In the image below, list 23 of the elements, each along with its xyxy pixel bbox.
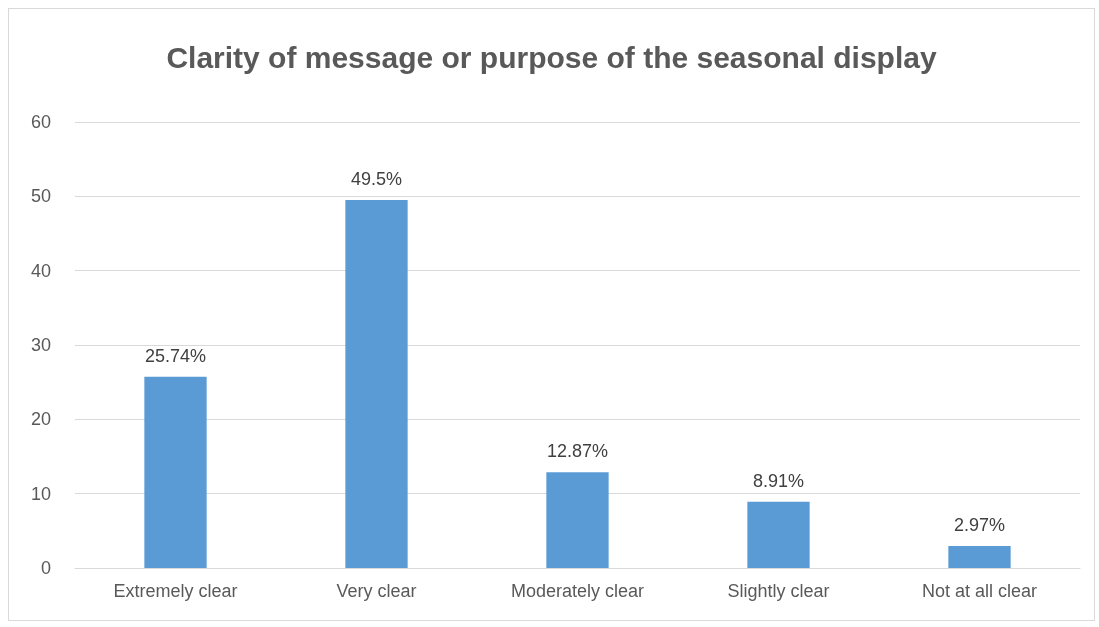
- bar: [546, 472, 609, 568]
- y-tick-label: 40: [30, 260, 51, 281]
- data-label: 2.97%: [953, 514, 1006, 535]
- y-tick-label: 20: [30, 409, 51, 430]
- bar: [948, 545, 1011, 568]
- y-tick-label: 60: [30, 112, 51, 132]
- x-tick-label: Extremely clear: [113, 581, 238, 601]
- x-tick-label: Not at all clear: [921, 581, 1038, 601]
- x-tick-label: Very clear: [336, 581, 417, 601]
- y-tick-label: 50: [30, 186, 51, 207]
- data-label: 49.5%: [350, 169, 403, 190]
- bar: [747, 501, 810, 568]
- y-tick-label: 30: [30, 335, 51, 355]
- data-label: 12.87%: [546, 441, 609, 462]
- y-tick-label: 0: [40, 558, 51, 578]
- bar: [144, 376, 207, 568]
- bar: [345, 200, 408, 568]
- chart-title: Clarity of message or purpose of the seasonal display: [166, 40, 937, 74]
- data-label: 25.74%: [144, 345, 207, 366]
- data-label: 8.91%: [752, 470, 805, 491]
- x-tick-label: Slightly clear: [727, 581, 830, 601]
- y-tick-label: 10: [30, 483, 51, 504]
- x-tick-label: Moderately clear: [510, 581, 645, 601]
